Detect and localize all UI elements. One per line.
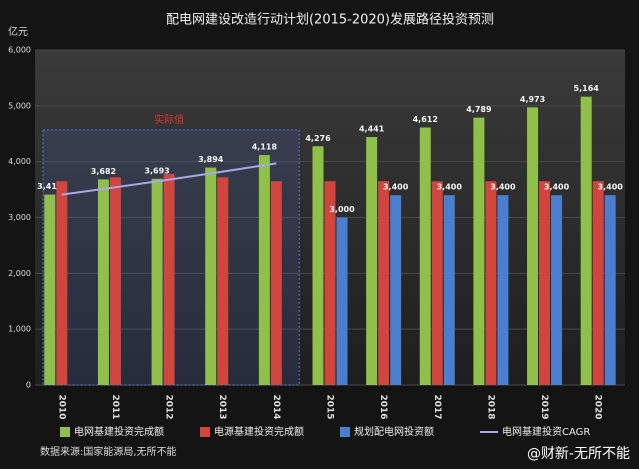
data-label: 5,164	[574, 84, 600, 93]
data-label: 4,612	[413, 115, 438, 124]
y-axis-label: 亿元	[8, 25, 28, 38]
bar	[56, 181, 68, 385]
bar	[580, 96, 592, 385]
bar	[151, 178, 163, 385]
data-label: 3,682	[91, 167, 116, 176]
data-label: 3,400	[598, 183, 624, 192]
x-tick-label: 2013	[217, 394, 227, 419]
data-label: 4,276	[305, 134, 331, 143]
bar	[592, 181, 604, 385]
source: 数据来源:国家能源局,无所不能	[40, 445, 177, 458]
bar	[390, 195, 402, 385]
bar	[97, 179, 109, 385]
bar	[336, 217, 348, 385]
bar	[270, 181, 282, 385]
bar	[163, 173, 175, 385]
legend-label: 电网基建投资完成额	[74, 425, 164, 438]
legend-label: 电网基建投资CAGR	[502, 425, 590, 438]
data-label: 4,789	[466, 105, 492, 114]
y-tick-label: 3,000	[8, 213, 31, 222]
bar	[485, 181, 497, 385]
bar	[497, 195, 509, 385]
x-tick-label: 2020	[593, 394, 603, 419]
data-label: 3,693	[144, 166, 169, 175]
bar	[312, 146, 324, 385]
bar	[109, 177, 121, 385]
x-tick-label: 2016	[378, 394, 388, 419]
legend-swatch	[60, 427, 70, 437]
chart-title: 配电网建设改造行动计划(2015-2020)发展路径投资预测	[166, 12, 494, 28]
legend-swatch	[340, 427, 350, 437]
y-tick-label: 1,000	[8, 325, 31, 334]
data-label: 3,400	[437, 183, 463, 192]
x-tick-label: 2012	[164, 394, 174, 419]
y-tick-label: 6,000	[8, 46, 31, 55]
data-label: 3,400	[383, 183, 409, 192]
watermark: @财新-无所不能	[527, 446, 630, 462]
bar	[604, 195, 616, 385]
bar	[366, 137, 378, 385]
legend-label: 电源基建投资完成额	[214, 425, 304, 438]
legend-swatch	[200, 427, 210, 437]
y-tick-label: 2,000	[8, 269, 31, 278]
bar	[205, 167, 217, 385]
data-label: 3,410	[37, 182, 63, 191]
data-label: 4,973	[520, 95, 545, 104]
bar	[44, 194, 56, 385]
x-tick-label: 2015	[325, 394, 335, 419]
legend-label: 规划配电网投资额	[354, 425, 434, 438]
bar	[324, 181, 336, 385]
y-tick-label: 0	[26, 381, 31, 390]
bar	[443, 195, 455, 385]
data-label: 3,000	[329, 205, 355, 214]
bar	[539, 181, 551, 385]
y-tick-label: 4,000	[8, 157, 31, 166]
data-label: 3,400	[544, 183, 570, 192]
x-tick-label: 2018	[485, 394, 495, 419]
x-tick-label: 2014	[271, 394, 281, 419]
bar	[258, 155, 270, 385]
bar	[551, 195, 563, 385]
bar	[527, 107, 539, 386]
annotation: 实际值	[154, 113, 184, 126]
x-tick-label: 2010	[56, 394, 66, 419]
data-label: 3,894	[198, 155, 224, 164]
bar	[419, 127, 431, 385]
bar	[431, 181, 443, 385]
data-label: 4,441	[359, 125, 385, 134]
line	[61, 162, 277, 196]
x-tick-label: 2019	[539, 394, 549, 419]
x-tick-label: 2011	[110, 394, 120, 419]
bar	[378, 181, 390, 385]
data-label: 3,400	[490, 183, 516, 192]
data-label: 4,118	[252, 143, 278, 152]
x-tick-label: 2017	[432, 394, 442, 419]
y-tick-label: 5,000	[8, 101, 31, 110]
bar	[217, 177, 229, 385]
bar	[473, 117, 485, 385]
